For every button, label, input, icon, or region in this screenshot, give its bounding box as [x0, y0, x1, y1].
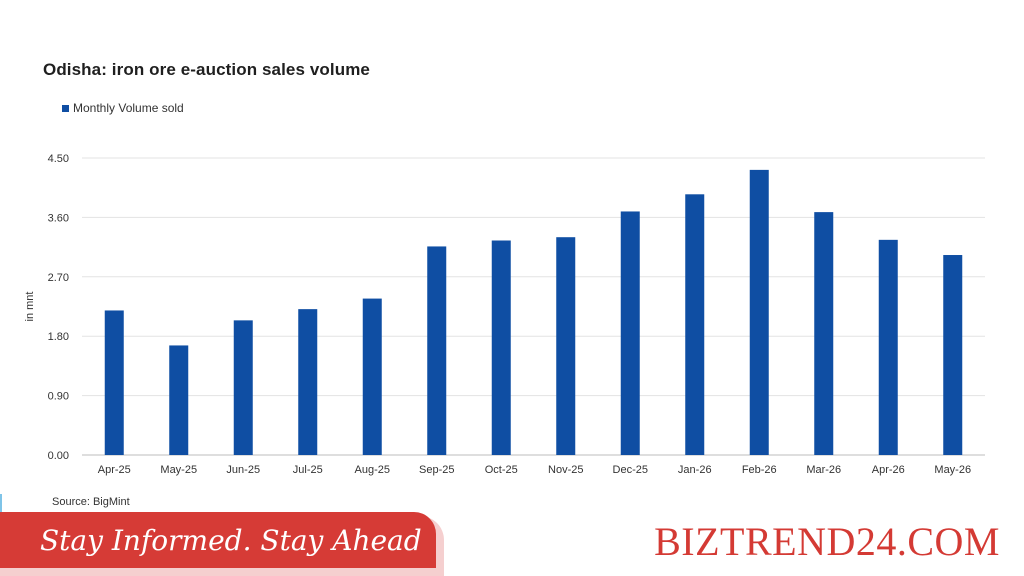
bar	[427, 246, 447, 455]
bar	[620, 211, 640, 455]
bar	[298, 309, 318, 455]
brand-logo-text[interactable]: BIZTREND24.COM	[654, 519, 1000, 564]
chart-title: Odisha: iron ore e-auction sales volume	[43, 60, 370, 79]
tagline-text: Stay Informed. Stay Ahead	[40, 523, 422, 557]
bar	[749, 169, 769, 455]
bar	[685, 194, 705, 456]
y-tick-label: 4.50	[48, 153, 69, 165]
bar	[878, 239, 898, 455]
x-tick-label: Feb-26	[742, 464, 777, 476]
y-tick-label: 0.90	[48, 391, 69, 403]
x-tick-label: Mar-26	[806, 464, 841, 476]
bar	[169, 345, 189, 455]
y-tick-label: 3.60	[48, 212, 69, 224]
bar	[943, 255, 963, 455]
y-tick-label: 1.80	[48, 331, 69, 343]
x-tick-label: Nov-25	[548, 464, 583, 476]
left-accent-line	[0, 494, 2, 514]
tagline-banner: Stay Informed. Stay Ahead	[0, 512, 436, 568]
x-tick-label: Oct-25	[485, 464, 518, 476]
x-tick-label: Sep-25	[419, 464, 454, 476]
chart-source: Source: BigMint	[52, 496, 130, 508]
x-tick-label: Jul-25	[293, 464, 323, 476]
bar	[491, 240, 511, 455]
bar	[104, 310, 124, 455]
bar-chart: 0.00 0.90 1.80 2.70 3.60 4.50 in mnt Apr-25 May-…	[24, 153, 985, 476]
bar	[362, 298, 382, 455]
x-tick-label: Apr-26	[872, 464, 905, 476]
y-tick-label: 2.70	[48, 272, 69, 284]
bar	[556, 237, 576, 455]
bar	[233, 320, 253, 455]
legend-swatch	[62, 104, 69, 112]
y-axis-label: in mnt	[24, 292, 36, 322]
chart-legend: Monthly Volume sold	[62, 101, 184, 115]
x-tick-label: Jun-25	[226, 464, 260, 476]
legend-label: Monthly Volume sold	[73, 101, 184, 115]
x-tick-label: May-25	[160, 464, 197, 476]
x-tick-label: Jan-26	[678, 464, 712, 476]
x-tick-label: Dec-25	[613, 464, 648, 476]
x-tick-label: May-26	[934, 464, 971, 476]
bar	[814, 212, 834, 455]
x-tick-label: Apr-25	[98, 464, 131, 476]
y-tick-label: 0.00	[48, 450, 69, 462]
x-tick-label: Aug-25	[355, 464, 390, 476]
